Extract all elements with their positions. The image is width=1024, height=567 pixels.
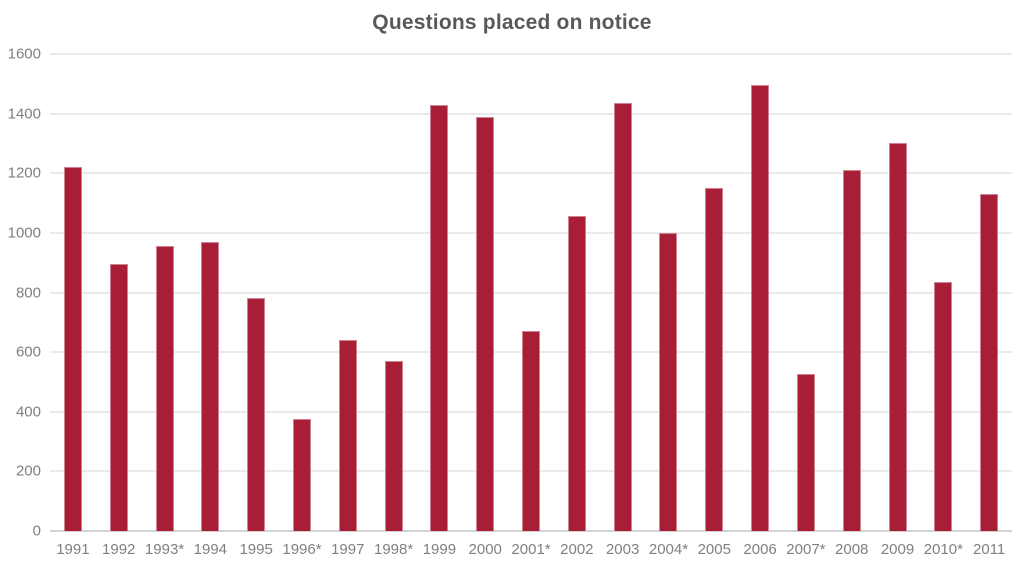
bars-row	[50, 54, 1012, 531]
bar-2006	[751, 85, 770, 531]
bar-column-1997	[325, 54, 371, 531]
bar-2008	[842, 170, 861, 531]
bar-1996*	[292, 419, 311, 531]
bar-1997	[338, 340, 357, 531]
bar-1992	[109, 264, 128, 531]
bar-2004*	[659, 232, 678, 531]
bar-column-2002	[554, 54, 600, 531]
y-tick-label-200: 200	[15, 462, 41, 480]
bar-column-2007*	[783, 54, 829, 531]
bar-2003	[613, 103, 632, 531]
x-tick-label-1993*: 1993*	[144, 541, 185, 558]
x-tick-label-2007*: 2007*	[786, 541, 826, 558]
x-tick-label-1996*: 1996*	[282, 541, 322, 558]
x-tick-label-2011: 2011	[973, 541, 1006, 558]
bar-column-2003	[600, 54, 646, 531]
gridline-1000	[50, 231, 1012, 234]
x-tick-label-2008: 2008	[835, 541, 869, 558]
bar-column-2009	[875, 54, 921, 531]
bar-2002	[567, 216, 586, 531]
y-tick-label-400: 400	[15, 403, 41, 421]
bar-1998*	[384, 361, 403, 531]
bar-column-2001*	[508, 54, 554, 531]
x-tick-label-1995: 1995	[239, 541, 273, 558]
bar-column-1993*	[142, 54, 188, 531]
x-tick-label-2002: 2002	[560, 541, 594, 558]
bar-2007*	[796, 374, 815, 531]
gridline-800	[50, 291, 1012, 294]
bar-1994	[201, 241, 220, 531]
y-tick-label-1000: 1000	[7, 224, 41, 242]
x-tick-label-2000: 2000	[468, 541, 502, 558]
bar-column-1991	[50, 54, 96, 531]
y-tick-label-800: 800	[15, 284, 41, 301]
bar-column-2004*	[646, 54, 692, 531]
bar-column-2011	[966, 54, 1012, 531]
bar-1991	[63, 167, 82, 531]
x-tick-label-1992: 1992	[102, 541, 136, 558]
y-axis-labels: 0 200 400 600 800 1000 1200 1400 1600	[0, 46, 41, 540]
bar-column-1998*	[371, 54, 417, 531]
x-tick-label-2004*: 2004*	[648, 541, 689, 558]
bar-1999	[430, 104, 449, 531]
y-tick-label-1200: 1200	[7, 164, 41, 182]
bar-1995	[247, 298, 266, 531]
x-tick-label-2010*: 2010*	[923, 541, 963, 558]
x-tick-label-1999: 1999	[422, 541, 457, 558]
bar-2001*	[522, 331, 541, 531]
y-tick-label-0: 0	[32, 522, 41, 540]
gridline-1400	[50, 112, 1012, 115]
y-tick-label-600: 600	[15, 343, 41, 361]
gridline-1200	[50, 172, 1012, 175]
bar-column-1996*	[279, 54, 325, 531]
bar-2009	[888, 143, 907, 531]
chart-title: Questions placed on notice	[372, 11, 652, 34]
bar-column-2000	[462, 54, 508, 531]
gridline-1600	[50, 53, 1012, 55]
bar-column-2005	[691, 54, 737, 531]
bar-2011	[980, 194, 999, 531]
x-tick-label-2005: 2005	[697, 541, 731, 558]
bar-column-1999	[417, 54, 463, 531]
x-axis-labels: 1991 1992 1993* 1994 1995 1996* 1997 1998* 1999 2…	[50, 541, 1012, 558]
bar-1993*	[155, 246, 174, 531]
x-tick-label-1998*: 1998*	[373, 541, 414, 558]
bar-column-1995	[233, 54, 279, 531]
bar-column-2010*	[920, 54, 966, 531]
x-tick-label-2009: 2009	[880, 541, 915, 558]
y-tick-label-1400: 1400	[7, 105, 41, 123]
bar-2005	[705, 188, 724, 531]
bar-2010*	[934, 282, 953, 531]
bar-column-2006	[737, 54, 783, 531]
bar-column-1994	[187, 54, 233, 531]
x-tick-label-2001*: 2001*	[511, 541, 551, 558]
x-tick-label-2006: 2006	[743, 541, 777, 558]
bar-column-2008	[829, 54, 875, 531]
x-tick-label-1991: 1991	[56, 541, 90, 558]
x-tick-label-2003: 2003	[605, 541, 640, 558]
y-tick-label-1600: 1600	[7, 45, 41, 63]
x-tick-label-1997: 1997	[331, 541, 365, 558]
gridline-0	[50, 530, 1012, 532]
x-tick-label-1994: 1994	[193, 541, 228, 558]
plot-area	[50, 53, 1012, 532]
bar-column-1992	[96, 54, 142, 531]
bar-2000	[476, 116, 495, 531]
